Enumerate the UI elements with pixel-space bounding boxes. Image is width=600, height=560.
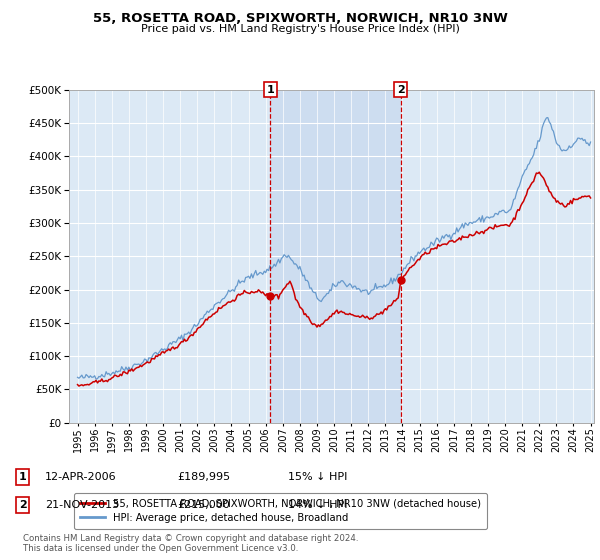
Text: Contains HM Land Registry data © Crown copyright and database right 2024.
This d: Contains HM Land Registry data © Crown c… (23, 534, 358, 553)
Text: 15% ↓ HPI: 15% ↓ HPI (288, 472, 347, 482)
Text: 14% ↓ HPI: 14% ↓ HPI (288, 500, 347, 510)
Legend: 55, ROSETTA ROAD, SPIXWORTH, NORWICH, NR10 3NW (detached house), HPI: Average pr: 55, ROSETTA ROAD, SPIXWORTH, NORWICH, NR… (74, 493, 487, 529)
Bar (271, 90, 401, 423)
Text: 1: 1 (19, 472, 26, 482)
Text: 21-NOV-2013: 21-NOV-2013 (45, 500, 119, 510)
Text: Price paid vs. HM Land Registry's House Price Index (HPI): Price paid vs. HM Land Registry's House … (140, 24, 460, 34)
Text: 55, ROSETTA ROAD, SPIXWORTH, NORWICH, NR10 3NW: 55, ROSETTA ROAD, SPIXWORTH, NORWICH, NR… (92, 12, 508, 25)
Text: 2: 2 (19, 500, 26, 510)
Text: 12-APR-2006: 12-APR-2006 (45, 472, 116, 482)
Text: 1: 1 (266, 85, 274, 95)
Text: £189,995: £189,995 (177, 472, 230, 482)
Text: £215,000: £215,000 (177, 500, 230, 510)
Text: 2: 2 (397, 85, 404, 95)
